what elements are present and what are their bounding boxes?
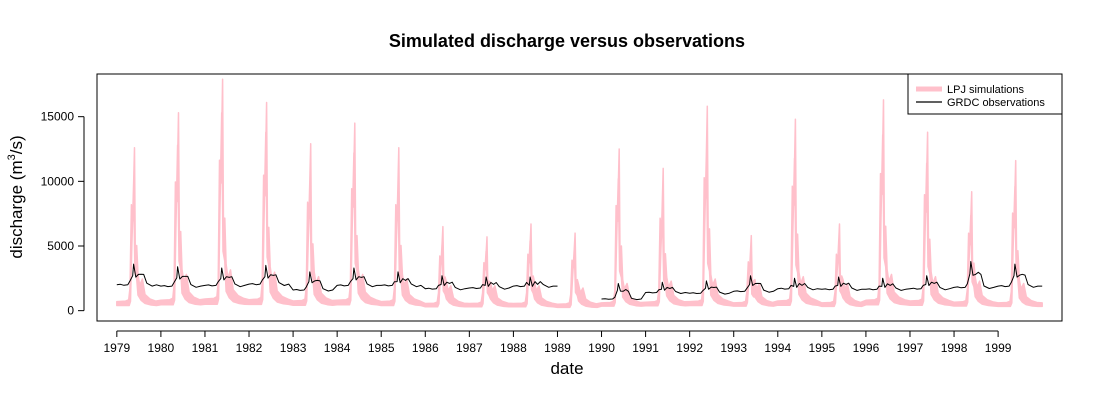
x-tick-label: 1995 xyxy=(809,341,836,355)
chart-title: Simulated discharge versus observations xyxy=(389,31,745,51)
y-axis-title: discharge (m3/s) xyxy=(6,135,26,258)
x-tick-label: 1992 xyxy=(676,341,703,355)
x-tick-label: 1986 xyxy=(412,341,439,355)
x-tick-label: 1987 xyxy=(456,341,483,355)
y-axis-title-sup: 3 xyxy=(6,154,18,160)
x-tick-label: 1983 xyxy=(280,341,307,355)
y-tick-label: 0 xyxy=(67,304,74,318)
legend-label-lpj: LPJ simulations xyxy=(947,84,1025,96)
x-tick-label: 1988 xyxy=(500,341,527,355)
y-tick-label: 10000 xyxy=(41,174,75,188)
x-tick-label: 1980 xyxy=(148,341,175,355)
x-tick-label: 1997 xyxy=(897,341,924,355)
axes-layer: 0 5000 10000 15000 1979 1980 1981 1982 1983 1984 1… xyxy=(41,110,1012,355)
plot-area-frame xyxy=(96,73,1063,322)
legend-label-grdc: GRDC observations xyxy=(947,97,1045,109)
y-axis-title-main: discharge (m xyxy=(7,160,26,258)
series-grdc-observations xyxy=(116,263,558,292)
y-axis-title-tail: /s) xyxy=(7,135,26,154)
x-tick-label: 1998 xyxy=(941,341,968,355)
series-lpj-simulations xyxy=(116,78,1043,309)
y-tick-label: 15000 xyxy=(41,110,75,124)
x-tick-label: 1993 xyxy=(720,341,747,355)
x-tick-label: 1990 xyxy=(588,341,615,355)
series-layer xyxy=(116,78,1043,309)
x-tick-label: 1981 xyxy=(192,341,219,355)
x-tick-label: 1985 xyxy=(368,341,395,355)
x-tick-label: 1989 xyxy=(544,341,571,355)
series-grdc-observations xyxy=(601,261,1043,301)
legend-box xyxy=(907,73,1063,115)
x-tick-label: 1984 xyxy=(324,341,351,355)
x-tick-label: 1994 xyxy=(764,341,791,355)
legend: LPJ simulations GRDC observations xyxy=(907,73,1063,115)
x-tick-label: 1991 xyxy=(632,341,659,355)
x-axis-title: date xyxy=(550,359,583,378)
x-tick-label: 1999 xyxy=(985,341,1012,355)
x-tick-label: 1982 xyxy=(236,341,263,355)
x-tick-label: 1979 xyxy=(103,341,130,355)
x-tick-label: 1996 xyxy=(853,341,880,355)
y-tick-label: 5000 xyxy=(47,239,74,253)
